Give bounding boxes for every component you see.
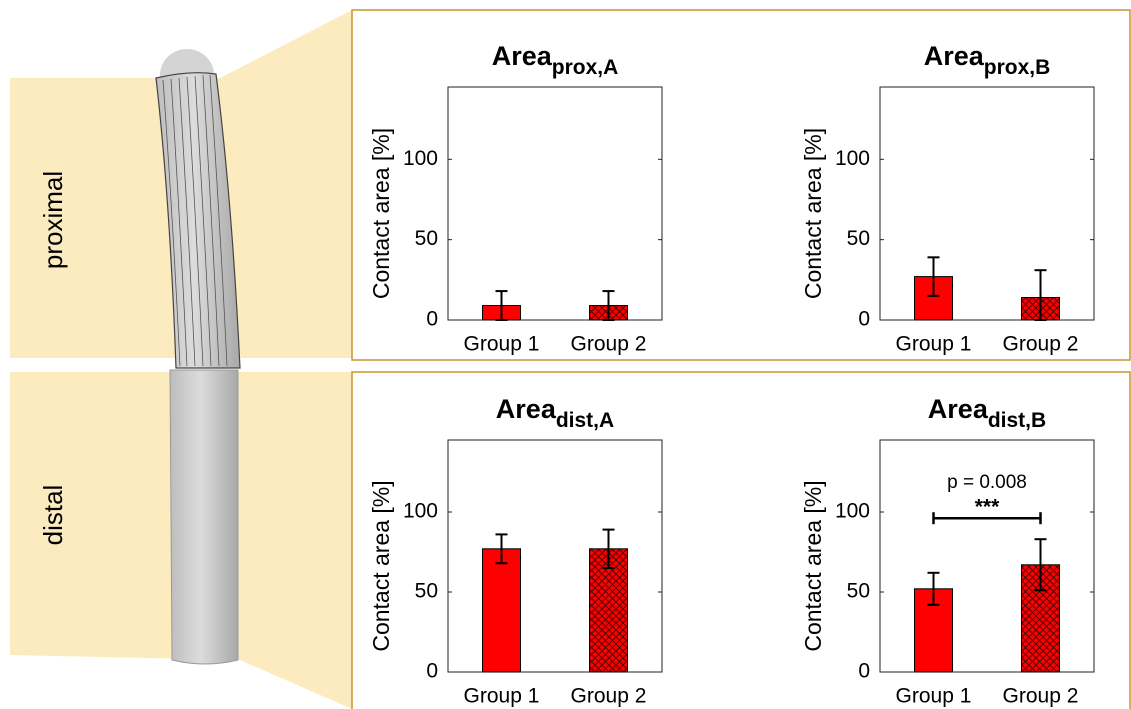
- x-tick-label: Group 2: [1003, 685, 1079, 708]
- y-tick-label: 50: [415, 580, 438, 603]
- y-tick-label: 0: [426, 660, 438, 683]
- y-axis-label: Contact area [%]: [800, 128, 826, 299]
- title-subscript: prox,B: [984, 56, 1051, 79]
- y-axis-label: Contact area [%]: [368, 128, 394, 299]
- figure: proximal distal Areaprox,AContact area […: [0, 0, 1131, 709]
- x-tick-label: Group 2: [571, 685, 647, 708]
- title-subscript: prox,A: [552, 56, 619, 79]
- y-tick-label: 0: [858, 308, 870, 331]
- region-label: proximal: [38, 171, 68, 269]
- y-tick-label: 50: [847, 580, 870, 603]
- p-value: p = 0.008: [947, 472, 1027, 493]
- y-tick-label: 50: [847, 227, 870, 250]
- x-tick-label: Group 1: [896, 333, 972, 356]
- bar: [483, 549, 521, 672]
- x-tick-label: Group 1: [464, 685, 540, 708]
- y-axis-label: Contact area [%]: [368, 480, 394, 651]
- region-label: distal: [38, 485, 68, 546]
- x-tick-label: Group 2: [571, 333, 647, 356]
- axes-box: [448, 440, 662, 672]
- title-subscript: dist,B: [988, 409, 1046, 432]
- title-main: Area: [928, 394, 989, 424]
- axes-box: [448, 87, 662, 320]
- title-main: Area: [496, 394, 557, 424]
- x-tick-label: Group 1: [896, 685, 972, 708]
- y-tick-label: 100: [403, 147, 438, 170]
- y-tick-label: 100: [835, 147, 870, 170]
- y-tick-label: 50: [415, 227, 438, 250]
- y-tick-label: 0: [858, 660, 870, 683]
- y-tick-label: 100: [835, 500, 870, 523]
- title-subscript: dist,A: [556, 409, 614, 432]
- significance-stars: ***: [975, 496, 1000, 519]
- x-tick-label: Group 1: [464, 333, 540, 356]
- y-axis-label: Contact area [%]: [800, 480, 826, 651]
- x-tick-label: Group 2: [1003, 333, 1079, 356]
- y-tick-label: 100: [403, 500, 438, 523]
- axes-box: [880, 87, 1094, 320]
- title-main: Area: [492, 41, 553, 71]
- title-main: Area: [924, 41, 985, 71]
- y-tick-label: 0: [426, 308, 438, 331]
